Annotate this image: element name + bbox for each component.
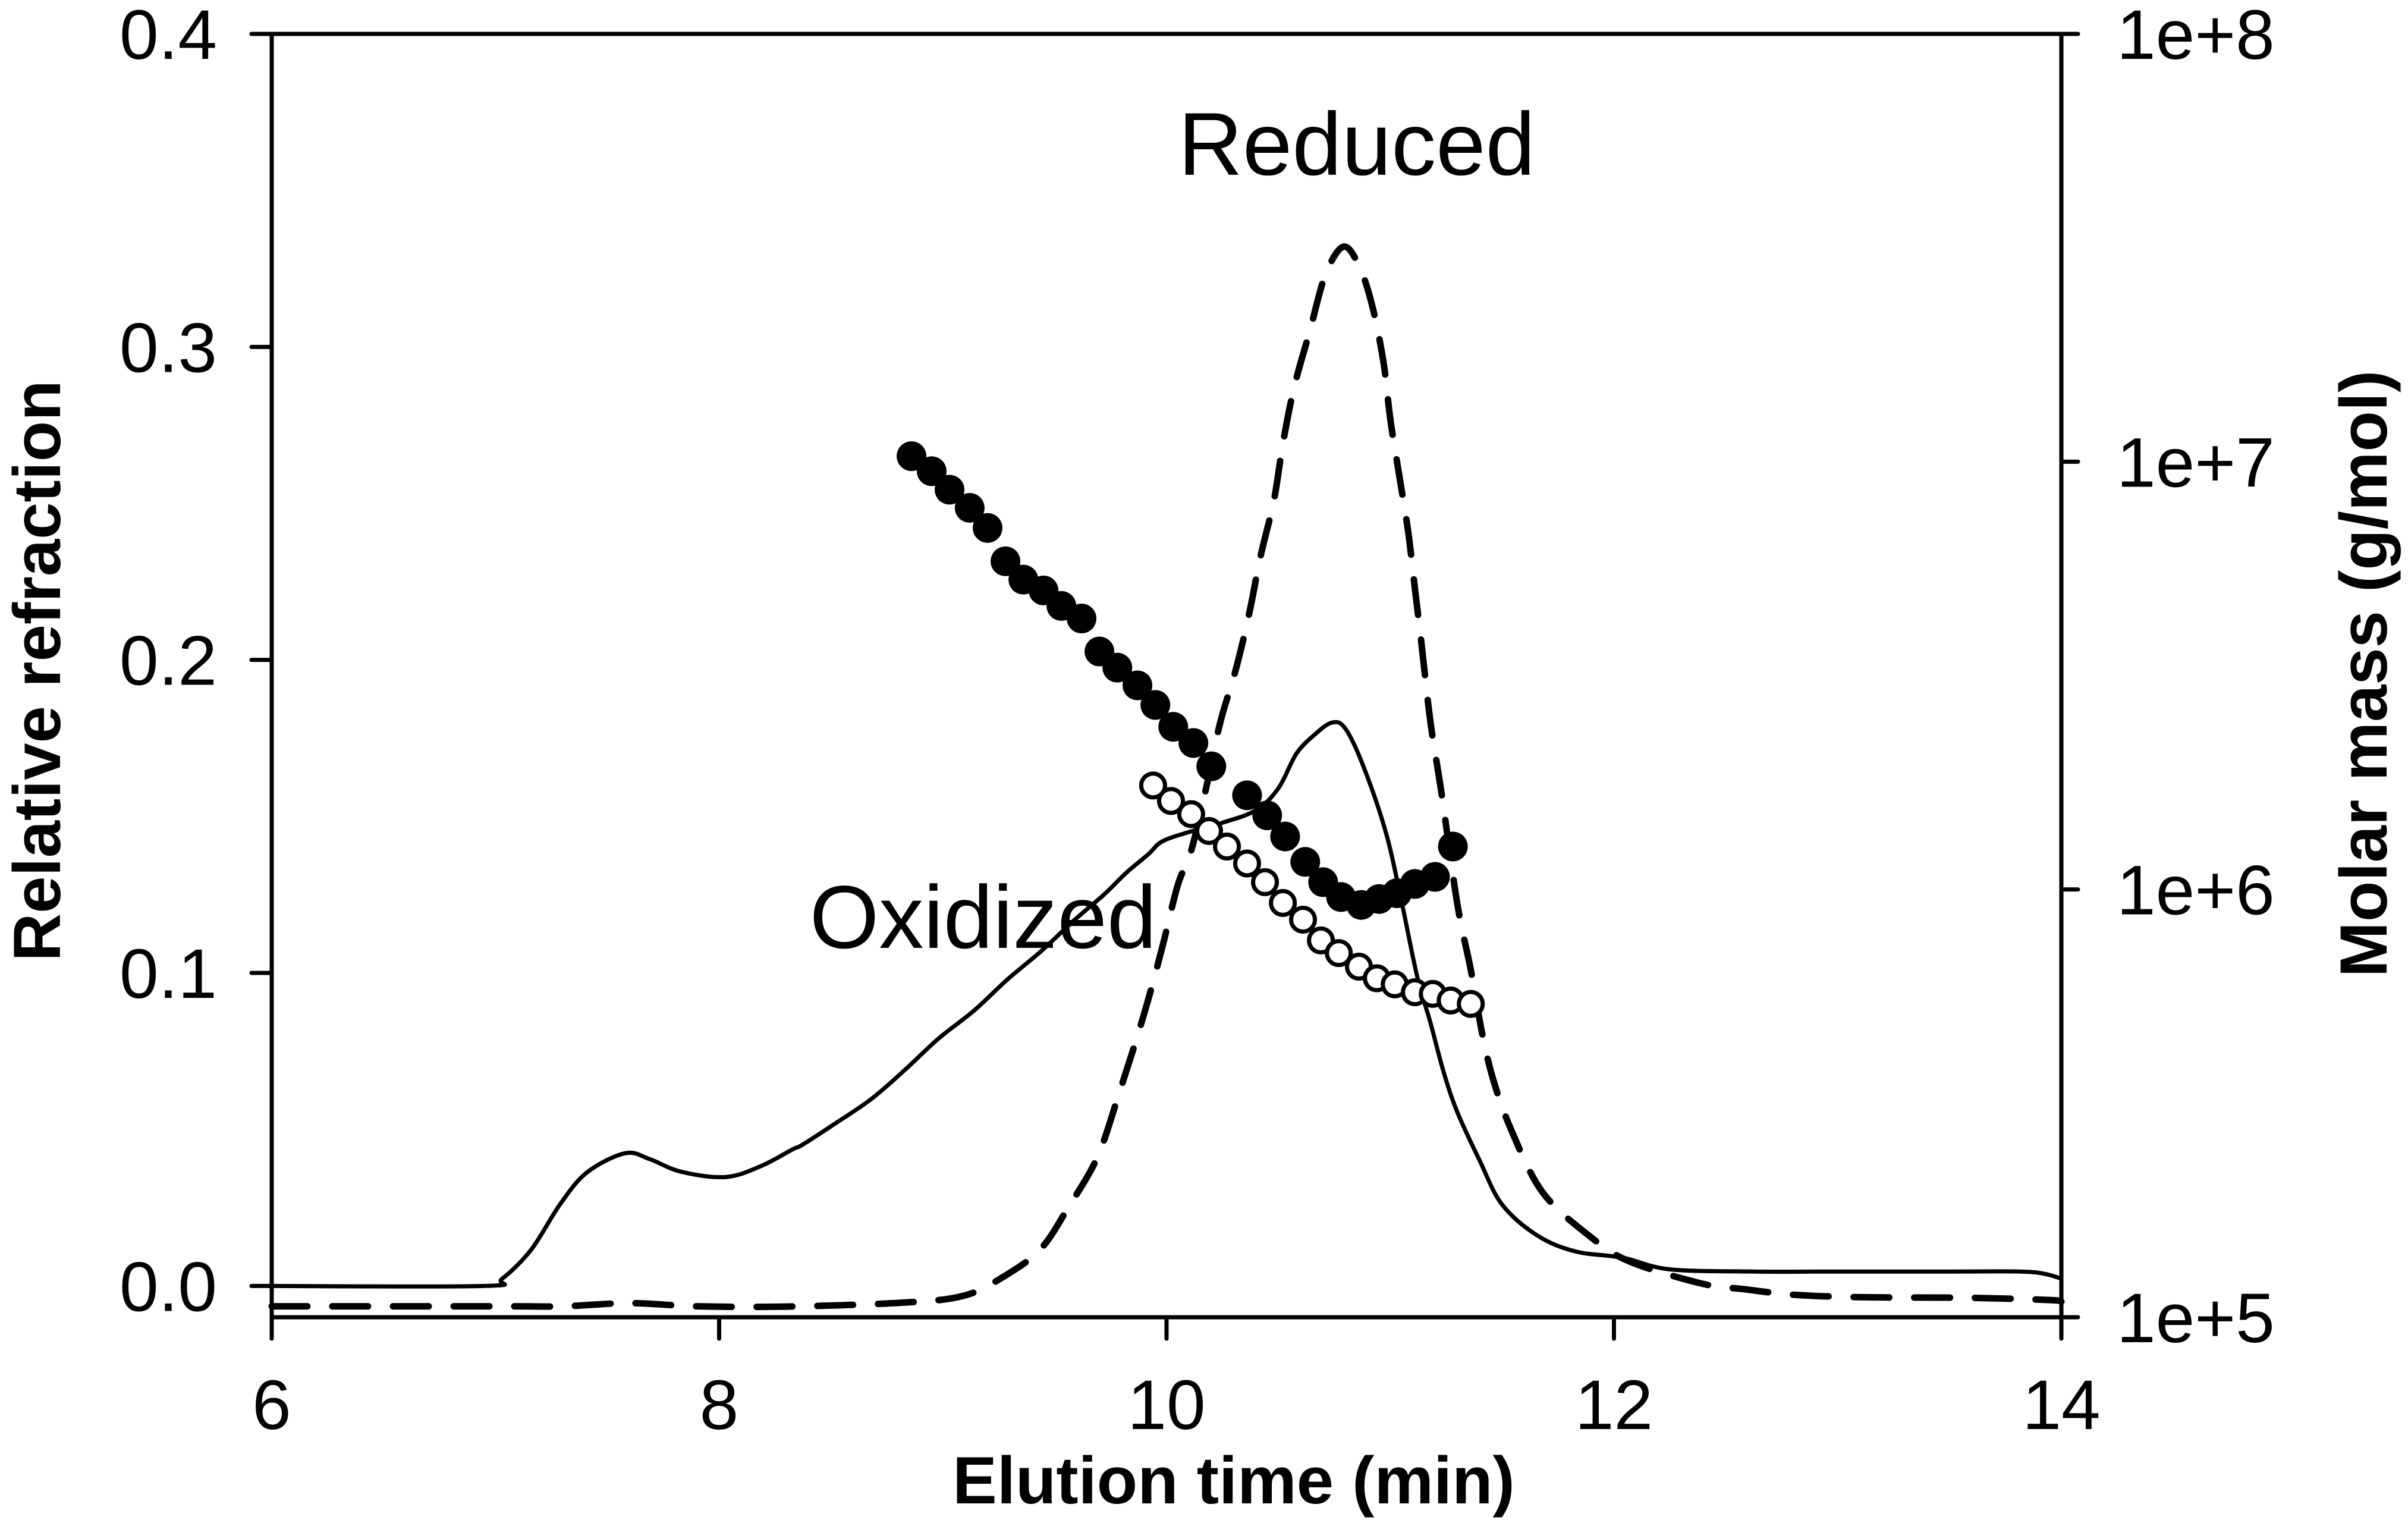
reduced-molar-mass-point: [1158, 712, 1189, 742]
right-y-axis-title: Molar mass (g/mol): [2327, 370, 2401, 978]
marker-layer: [897, 441, 1485, 1018]
y-tick-label: 0.0: [120, 1248, 217, 1326]
reduced-molar-mass-point: [1102, 652, 1133, 683]
reduced-molar-mass-point: [1420, 862, 1450, 892]
oxidized-molar-mass-point: [1457, 990, 1485, 1018]
reduced-molar-mass-point: [973, 513, 1002, 543]
oxidized-molar-mass-point: [1139, 771, 1167, 800]
oxidized-molar-mass-point: [1251, 868, 1280, 896]
reduced-molar-mass-point: [935, 475, 965, 505]
x-axis-title: Elution time (min): [952, 1443, 1515, 1518]
oxidized-molar-mass-point: [1269, 888, 1297, 917]
right-y-axis-ticks: 1e+5 1e+6 1e+7 1e+8: [2059, 0, 2275, 1358]
oxidized-molar-mass-point: [1233, 849, 1261, 878]
series-layer: [268, 243, 2065, 1311]
reduced-molar-mass-point: [1067, 603, 1097, 633]
oxidized-refraction-line: [271, 720, 2063, 1289]
reduced-molar-mass-point: [1290, 847, 1321, 877]
x-axis-ticks: 6 8 10 12 14: [252, 1315, 2101, 1445]
annotation-oxidized: Oxidized: [810, 867, 1157, 967]
annotation-reduced: Reduced: [1178, 94, 1535, 194]
x-tick-label: 12: [1575, 1366, 1653, 1445]
oxidized-molar-mass-point: [1194, 817, 1223, 845]
reduced-molar-mass-point: [1196, 751, 1227, 781]
reduced-molar-mass-point: [954, 492, 985, 523]
x-tick-label: 8: [700, 1366, 739, 1445]
x-tick-label: 14: [2022, 1366, 2100, 1445]
y2-tick-label: 1e+8: [2117, 0, 2275, 74]
y2-tick-label: 1e+5: [2117, 1279, 2275, 1358]
left-y-axis-title: Relative refraction: [0, 380, 74, 961]
y-tick-label: 0.2: [120, 622, 217, 701]
oxidized-molar-mass-point: [1157, 787, 1186, 815]
reduced-molar-mass-point: [916, 456, 947, 486]
reduced-molar-mass-point: [1178, 728, 1209, 758]
oxidized-molar-mass-point: [1213, 832, 1241, 861]
reduced-molar-mass-point: [991, 546, 1021, 576]
reduced-molar-mass-point: [1140, 690, 1171, 720]
x-tick-label: 10: [1127, 1366, 1205, 1445]
y-tick-label: 0.4: [120, 0, 217, 74]
reduced-molar-mass-point: [1252, 800, 1282, 831]
reduced-molar-mass-point: [1270, 821, 1300, 852]
x-tick-label: 6: [252, 1366, 291, 1445]
reduced-refraction-line: [268, 243, 2065, 1311]
left-y-axis-ticks: 0.0 0.1 0.2 0.3 0.4: [120, 0, 274, 1326]
y-tick-label: 0.3: [120, 309, 217, 387]
y2-tick-label: 1e+7: [2117, 423, 2275, 502]
y2-tick-label: 1e+6: [2117, 852, 2275, 930]
reduced-molar-mass-point: [1123, 670, 1153, 701]
oxidized-molar-mass-point: [1325, 939, 1353, 968]
oxidized-molar-mass-point: [1289, 905, 1318, 934]
oxidized-molar-mass-point: [1177, 800, 1205, 828]
y-tick-label: 0.1: [120, 935, 217, 1013]
reduced-molar-mass-point: [1232, 780, 1262, 811]
reduced-molar-mass-point: [1438, 831, 1468, 862]
